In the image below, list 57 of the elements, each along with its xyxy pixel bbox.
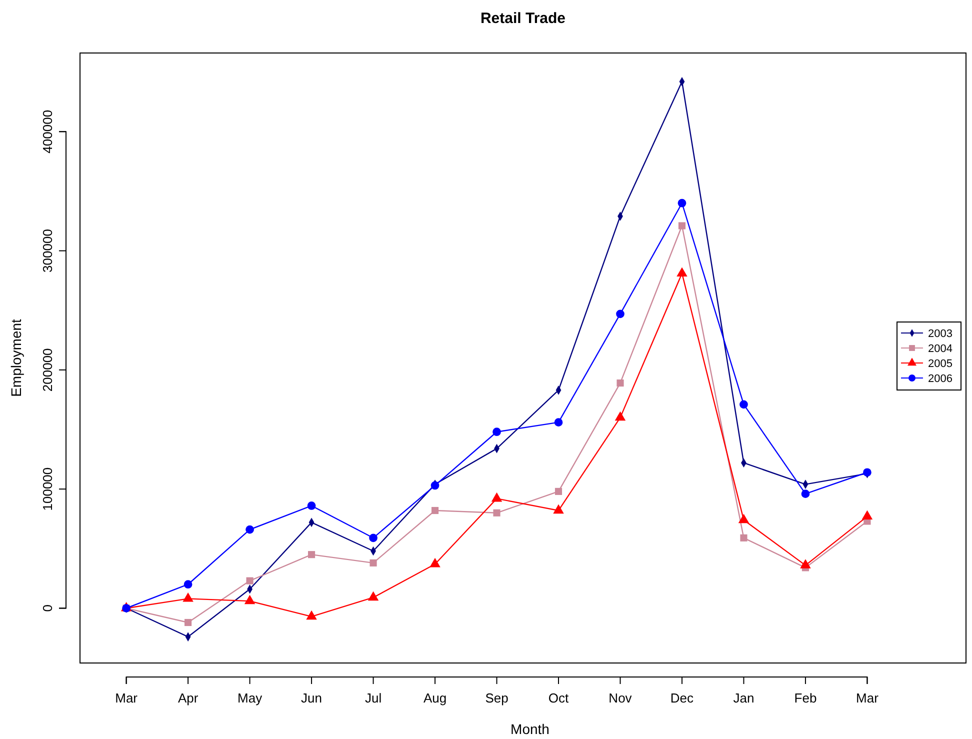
point [616, 379, 624, 387]
point [308, 551, 316, 558]
legend-label: 2005 [928, 358, 952, 370]
x-tick-label: Mar [856, 690, 880, 706]
point [493, 509, 500, 516]
point [678, 222, 686, 230]
x-tick-label: Sep [485, 690, 508, 706]
point [740, 400, 748, 409]
point [740, 534, 748, 542]
point [246, 577, 254, 584]
point [491, 492, 502, 502]
point [431, 506, 439, 514]
point [370, 559, 377, 566]
chart-title: Retail Trade [480, 10, 566, 27]
point [246, 525, 254, 534]
point [614, 411, 626, 421]
x-tick-label: Dec [670, 690, 694, 706]
legend-label: 2004 [928, 343, 952, 355]
x-tick-label: May [238, 690, 263, 706]
point [244, 594, 256, 604]
y-axis-title: Employment [8, 318, 24, 397]
y-tick-label: 300000 [40, 229, 55, 272]
y-tick-label: 400000 [40, 110, 55, 154]
point [184, 580, 192, 589]
point [554, 488, 562, 495]
point [678, 198, 686, 208]
point [553, 504, 564, 514]
point [492, 428, 501, 436]
x-tick-label: Jun [301, 690, 322, 706]
point [862, 510, 873, 520]
x-tick-label: Jan [733, 690, 754, 706]
point [800, 559, 811, 568]
x-axis-title: Month [510, 721, 550, 737]
point [430, 558, 440, 568]
point [306, 610, 317, 620]
y-tick-label: 0 [40, 604, 55, 612]
point [182, 592, 194, 602]
x-tick-label: Aug [423, 690, 447, 706]
y-tick-label: 100000 [40, 467, 55, 511]
point [368, 591, 379, 601]
point [184, 618, 192, 626]
point [554, 418, 563, 427]
x-tick-label: Nov [608, 690, 632, 706]
y-tick-label: 200000 [40, 348, 55, 392]
x-tick-label: Feb [794, 690, 817, 706]
x-tick-label: Mar [115, 690, 138, 706]
legend-label: 2003 [928, 328, 952, 340]
x-tick-label: Apr [178, 690, 199, 706]
point [616, 310, 624, 318]
legend-label: 2006 [928, 373, 952, 385]
point [801, 490, 810, 498]
x-tick-label: Jul [364, 690, 382, 706]
point [738, 514, 750, 524]
x-tick-label: Oct [548, 690, 569, 706]
point [676, 267, 688, 277]
point [307, 502, 316, 510]
point [369, 534, 378, 542]
